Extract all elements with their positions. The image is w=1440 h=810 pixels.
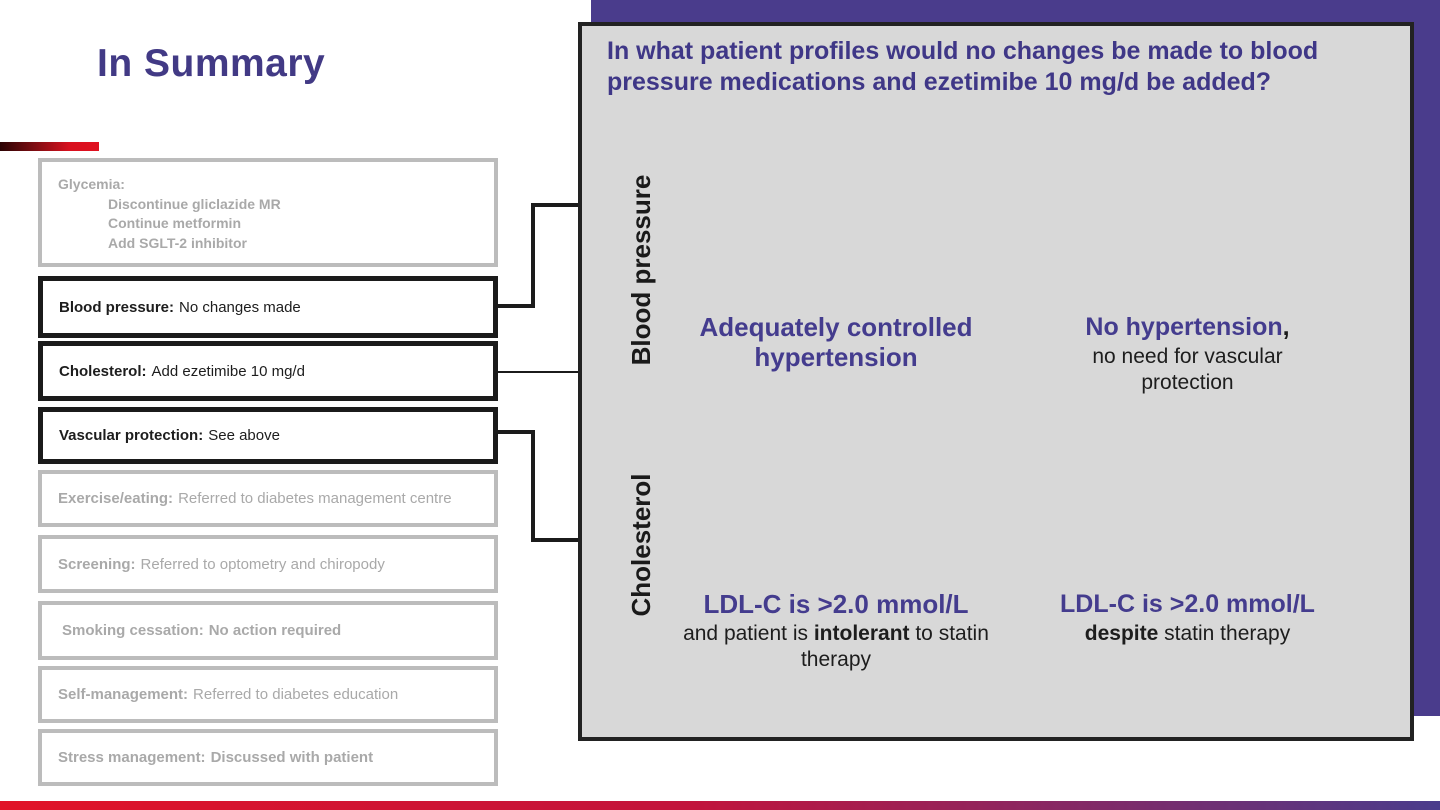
summary-box-value: No action required <box>208 622 342 639</box>
connector-bp-to-panel <box>531 203 578 207</box>
connector-bp-vertical <box>531 203 535 308</box>
summary-box-value: No changes made <box>179 298 301 316</box>
summary-box-label: Stress management: <box>58 749 206 766</box>
cell-body-post: to statin therapy <box>800 622 989 671</box>
cell-body-pre: and patient is <box>683 622 814 645</box>
summary-box-label: Cholesterol: <box>59 362 147 380</box>
summary-box-vascular-protection: Vascular protection: See above <box>38 407 498 464</box>
summary-box-label: Glycemia: <box>58 176 125 192</box>
summary-box-stress-management: Stress management: Discussed with patien… <box>38 729 498 786</box>
connector-cholesterol-line <box>496 371 578 373</box>
cell-body-post: statin therapy <box>1158 622 1291 645</box>
row-header-blood-pressure: Blood pressure <box>626 174 656 366</box>
summary-box-subline: Continue metformin <box>108 215 241 231</box>
connector-bp-horizontal <box>496 304 534 308</box>
cell-title: LDL-C is >2.0 mmol/L <box>1060 590 1315 618</box>
summary-box-label: Exercise/eating: <box>58 490 174 507</box>
page-title: In Summary <box>97 42 326 85</box>
cell-title-comma: , <box>1282 313 1290 341</box>
summary-box-label: Screening: <box>58 555 136 573</box>
bottom-gradient-bar <box>0 801 1440 810</box>
summary-box-value: Referred to diabetes management centre <box>178 490 452 507</box>
summary-box-glycemia: Glycemia: Discontinue gliclazide MR Cont… <box>38 158 498 267</box>
profiles-panel <box>578 22 1414 741</box>
summary-box-label: Vascular protection: <box>59 427 204 444</box>
summary-box-value: Add ezetimibe 10 mg/d <box>151 362 305 380</box>
connector-vascular-horizontal <box>496 430 534 434</box>
title-accent-bar <box>0 142 99 151</box>
cell-body: and patient is intolerant to statin ther… <box>668 621 1004 673</box>
cell-title-text: No hypertension <box>1085 313 1283 341</box>
summary-box-screening: Screening: Referred to optometry and chi… <box>38 535 498 593</box>
question-heading: In what patient profiles would no change… <box>607 37 1319 96</box>
cell-body-bold: intolerant <box>813 622 910 645</box>
summary-box-subline: Add SGLT-2 inhibitor <box>108 234 247 251</box>
summary-box-label: Blood pressure: <box>59 298 175 316</box>
summary-box-exercise-eating: Exercise/eating: Referred to diabetes ma… <box>38 470 498 527</box>
row-header-cholesterol: Cholesterol <box>626 473 656 617</box>
summary-box-label: Smoking cessation: <box>62 622 204 639</box>
cell-title: Adequately controlled hypertension <box>699 312 973 372</box>
cell-body: despite statin therapy <box>1040 621 1335 647</box>
summary-box-label: Self-management: <box>58 686 189 703</box>
cell-body-bold: despite <box>1084 622 1159 645</box>
summary-box-value: Referred to optometry and chiropody <box>140 555 385 573</box>
summary-box-cholesterol: Cholesterol: Add ezetimibe 10 mg/d <box>38 341 498 401</box>
summary-box-self-management: Self-management: Referred to diabetes ed… <box>38 666 498 723</box>
summary-box-value: Discussed with patient <box>210 749 374 766</box>
connector-vascular-to-panel <box>531 538 578 542</box>
cell-adequately-controlled: Adequately controlled hypertension <box>668 312 1004 372</box>
cell-ldl-intolerant: LDL-C is >2.0 mmol/L and patient is into… <box>668 589 1004 673</box>
cell-ldl-despite: LDL-C is >2.0 mmol/L despite statin ther… <box>1040 589 1335 647</box>
summary-box-subline: Discontinue gliclazide MR <box>108 195 281 212</box>
cell-title: No hypertension, <box>1040 312 1335 342</box>
connector-vascular-vertical <box>531 430 535 542</box>
cell-body: no need for vascular protection <box>1092 345 1283 394</box>
summary-box-smoking-cessation: Smoking cessation: No action required <box>38 601 498 660</box>
summary-box-value: See above <box>208 427 280 444</box>
cell-no-hypertension: No hypertension, no need for vascular pr… <box>1040 312 1335 396</box>
cell-title: LDL-C is >2.0 mmol/L <box>703 589 969 619</box>
summary-box-blood-pressure: Blood pressure: No changes made <box>38 276 498 338</box>
summary-box-value: Referred to diabetes education <box>193 686 399 703</box>
